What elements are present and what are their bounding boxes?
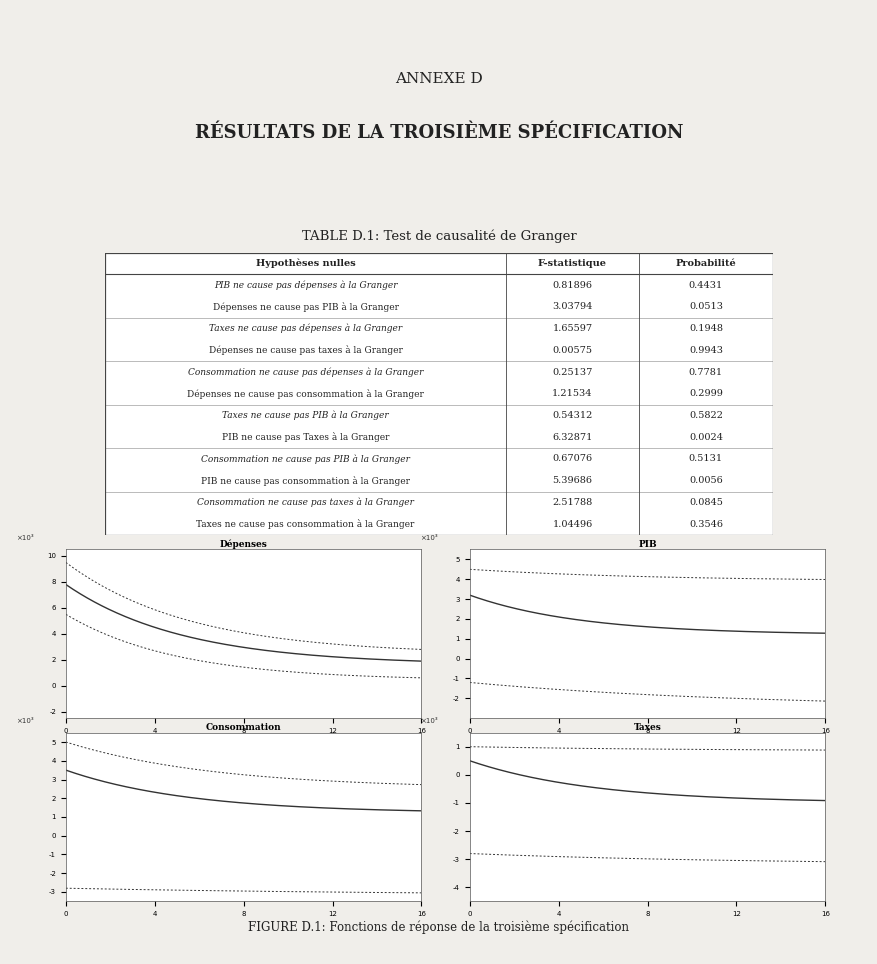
Title: PIB: PIB xyxy=(638,540,656,549)
Text: ×10³: ×10³ xyxy=(419,535,437,541)
Text: TABLE D.1: Test de causalité de Granger: TABLE D.1: Test de causalité de Granger xyxy=(302,229,575,243)
Text: 0.4431: 0.4431 xyxy=(688,281,723,289)
Text: 0.00575: 0.00575 xyxy=(552,346,592,355)
Text: F-statistique: F-statistique xyxy=(538,259,606,268)
Text: Probabilité: Probabilité xyxy=(674,259,736,268)
Text: Hypothèses nulles: Hypothèses nulles xyxy=(255,258,355,268)
Text: 0.0056: 0.0056 xyxy=(688,476,722,485)
Text: Dépenses ne cause pas PIB à la Granger: Dépenses ne cause pas PIB à la Granger xyxy=(212,302,398,311)
Text: ×10³: ×10³ xyxy=(419,718,437,724)
Text: 1.21534: 1.21534 xyxy=(552,389,592,398)
Text: Consommation ne cause pas taxes à la Granger: Consommation ne cause pas taxes à la Gra… xyxy=(196,497,414,507)
Text: 5.39686: 5.39686 xyxy=(552,476,592,485)
Text: ×10³: ×10³ xyxy=(16,718,33,724)
Text: Dépenses ne cause pas consommation à la Granger: Dépenses ne cause pas consommation à la … xyxy=(187,388,424,399)
Text: 3.03794: 3.03794 xyxy=(552,303,592,311)
Text: PIB ne cause pas Taxes à la Granger: PIB ne cause pas Taxes à la Granger xyxy=(222,432,389,442)
Text: 0.7781: 0.7781 xyxy=(688,367,722,377)
Text: 0.0024: 0.0024 xyxy=(688,433,722,442)
Text: PIB ne cause pas consommation à la Granger: PIB ne cause pas consommation à la Grang… xyxy=(201,476,410,486)
Title: Dépenses: Dépenses xyxy=(219,539,267,549)
Text: 0.2999: 0.2999 xyxy=(688,389,722,398)
Text: Dépenses ne cause pas taxes à la Granger: Dépenses ne cause pas taxes à la Granger xyxy=(209,345,402,356)
Text: 0.25137: 0.25137 xyxy=(552,367,592,377)
Text: Taxes ne cause pas PIB à la Granger: Taxes ne cause pas PIB à la Granger xyxy=(222,411,389,420)
Title: Consommation: Consommation xyxy=(205,723,282,732)
Text: ANNEXE D: ANNEXE D xyxy=(395,72,482,86)
Text: 0.67076: 0.67076 xyxy=(552,454,592,464)
Text: 0.1948: 0.1948 xyxy=(688,324,722,334)
Title: Taxes: Taxes xyxy=(633,723,660,732)
Text: ×10³: ×10³ xyxy=(16,535,33,541)
Text: 0.3546: 0.3546 xyxy=(688,520,722,528)
Text: 2.51788: 2.51788 xyxy=(552,498,592,507)
Text: PIB ne cause pas dépenses à la Granger: PIB ne cause pas dépenses à la Granger xyxy=(214,281,396,290)
Text: FIGURE D.1: Fonctions de réponse de la troisième spécification: FIGURE D.1: Fonctions de réponse de la t… xyxy=(248,921,629,934)
Text: 0.5131: 0.5131 xyxy=(688,454,722,464)
Text: Taxes ne cause pas dépenses à la Granger: Taxes ne cause pas dépenses à la Granger xyxy=(209,324,402,334)
Text: 0.0845: 0.0845 xyxy=(688,498,722,507)
Text: 0.0513: 0.0513 xyxy=(688,303,722,311)
Text: Consommation ne cause pas dépenses à la Granger: Consommation ne cause pas dépenses à la … xyxy=(188,367,423,377)
Text: RÉSULTATS DE LA TROISIÈME SPÉCIFICATION: RÉSULTATS DE LA TROISIÈME SPÉCIFICATION xyxy=(195,124,682,142)
Text: Consommation ne cause pas PIB à la Granger: Consommation ne cause pas PIB à la Grang… xyxy=(201,454,410,464)
Text: 0.5822: 0.5822 xyxy=(688,411,722,420)
Text: 0.81896: 0.81896 xyxy=(552,281,592,289)
Text: Taxes ne cause pas consommation à la Granger: Taxes ne cause pas consommation à la Gra… xyxy=(196,520,414,529)
Text: 6.32871: 6.32871 xyxy=(552,433,592,442)
Text: 0.54312: 0.54312 xyxy=(552,411,592,420)
Text: 0.9943: 0.9943 xyxy=(688,346,722,355)
Text: 1.65597: 1.65597 xyxy=(552,324,592,334)
FancyBboxPatch shape xyxy=(105,253,772,535)
Text: 1.04496: 1.04496 xyxy=(552,520,592,528)
